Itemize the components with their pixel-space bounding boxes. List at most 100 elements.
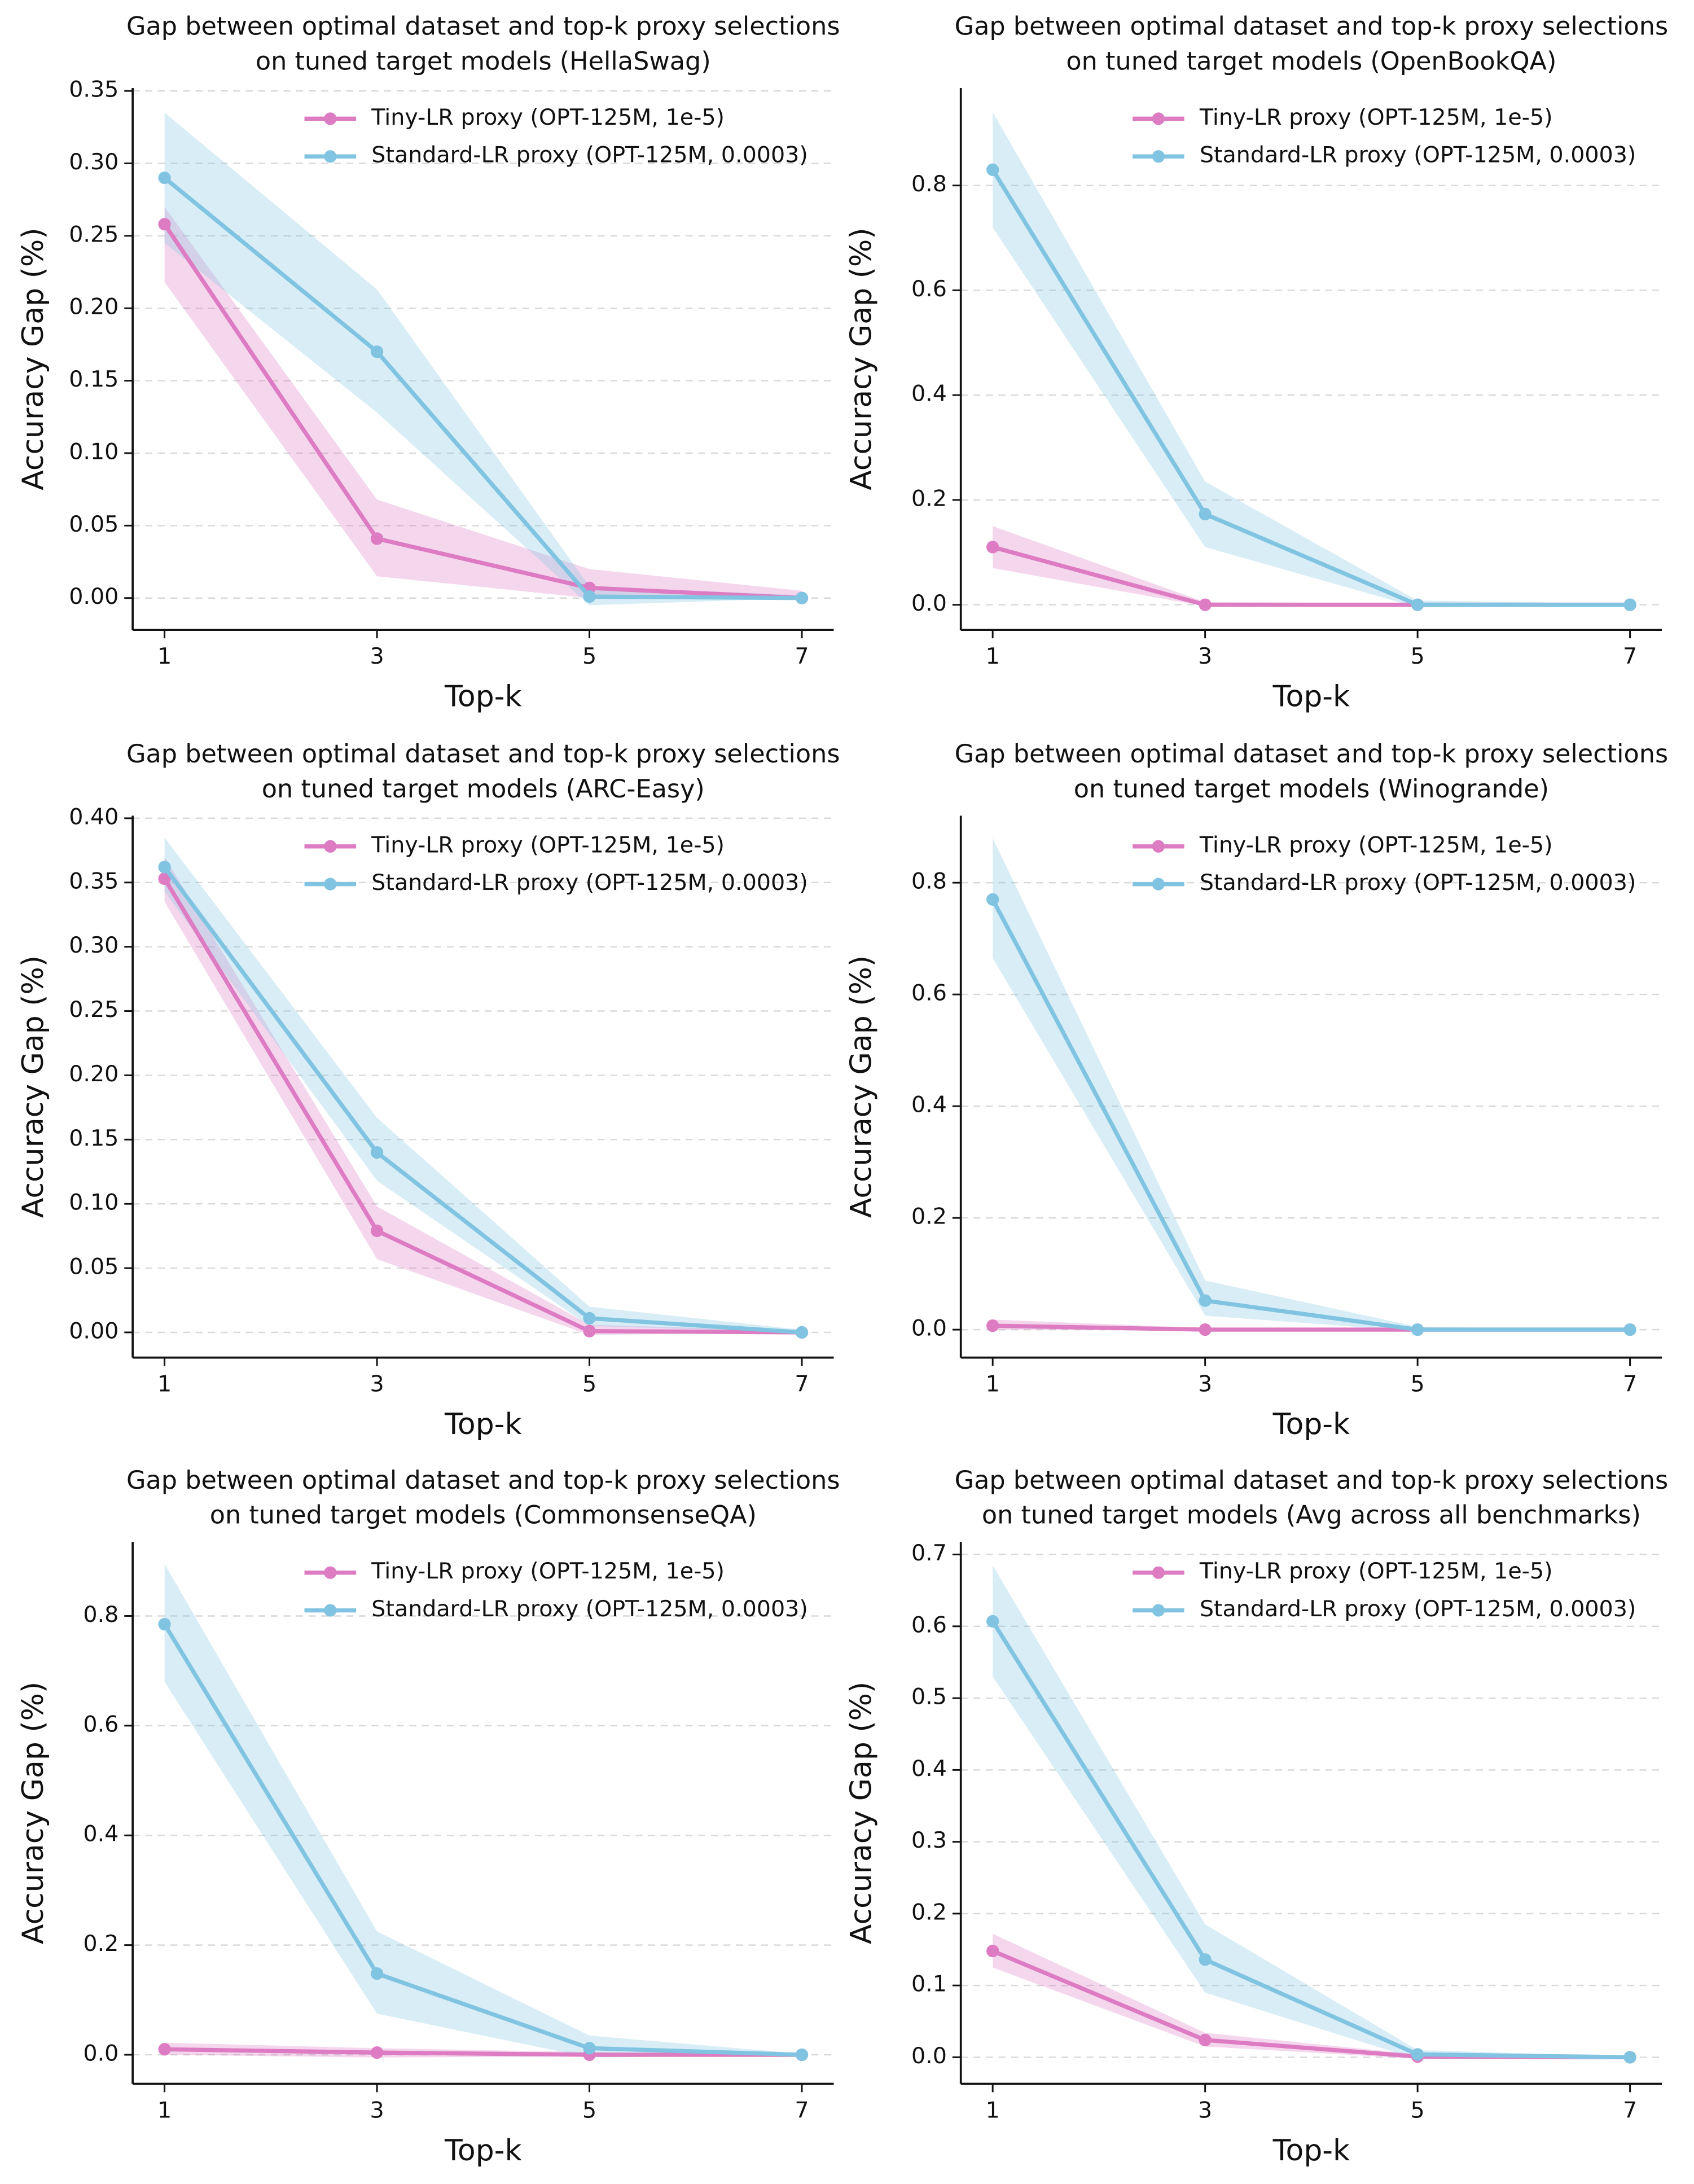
- y-tick-label: 0.35: [69, 868, 119, 894]
- legend-label: Tiny-LR proxy (OPT-125M, 1e-5): [1199, 832, 1553, 858]
- y-tick-label: 0.25: [69, 997, 119, 1023]
- x-tick-label: 7: [1623, 1371, 1637, 1397]
- y-tick-label: 0.1: [911, 1971, 947, 1997]
- legend-label: Standard-LR proxy (OPT-125M, 0.0003): [1200, 142, 1636, 168]
- x-axis-label: Top-k: [1272, 679, 1350, 713]
- legend-marker: [1152, 1604, 1165, 1617]
- x-tick-label: 7: [1623, 2098, 1637, 2124]
- legend-marker: [324, 840, 337, 853]
- error-band: [993, 837, 1630, 1332]
- x-tick-label: 3: [1198, 1371, 1212, 1397]
- legend-marker: [324, 112, 337, 125]
- legend-label: Standard-LR proxy (OPT-125M, 0.0003): [1200, 1596, 1636, 1622]
- legend-label: Tiny-LR proxy (OPT-125M, 1e-5): [371, 104, 725, 130]
- x-tick-label: 5: [582, 643, 596, 669]
- error-band: [164, 207, 802, 598]
- y-axis-label: Accuracy Gap (%): [844, 955, 878, 1218]
- chart-title: on tuned target models (ARC-Easy): [262, 774, 705, 804]
- y-tick-label: 0.4: [83, 1821, 119, 1847]
- point: [1411, 598, 1424, 611]
- legend-marker: [324, 1566, 337, 1579]
- legend-label: Standard-LR proxy (OPT-125M, 0.0003): [371, 1596, 807, 1622]
- y-tick-label: 0.8: [911, 869, 947, 894]
- point: [1411, 2048, 1424, 2061]
- error-band: [993, 1565, 1630, 2060]
- y-tick-label: 0.4: [911, 381, 947, 407]
- y-tick-label: 0.0: [911, 2043, 947, 2069]
- error-band: [993, 112, 1630, 608]
- point: [986, 893, 999, 906]
- series-line: [163, 1623, 802, 2057]
- point: [158, 171, 171, 185]
- chart-title: on tuned target models (Avg across all b…: [982, 1501, 1641, 1530]
- point: [795, 1326, 809, 1339]
- point: [583, 2042, 596, 2055]
- x-tick-label: 5: [1411, 2098, 1425, 2124]
- y-tick-label: 0.8: [911, 171, 947, 197]
- y-tick-label: 0.2: [911, 1204, 947, 1230]
- legend-marker: [1152, 1566, 1165, 1579]
- y-tick-label: 0.0: [911, 590, 947, 616]
- point: [986, 1615, 999, 1628]
- chart-title: on tuned target models (CommonsenseQA): [210, 1501, 757, 1530]
- x-tick-label: 5: [582, 1371, 596, 1397]
- series-line: [991, 168, 1630, 607]
- point: [986, 163, 999, 176]
- y-axis-label: Accuracy Gap (%): [844, 1682, 878, 1944]
- x-tick-label: 3: [370, 2098, 384, 2124]
- x-tick-label: 7: [1623, 643, 1637, 669]
- legend-label: Tiny-LR proxy (OPT-125M, 1e-5): [371, 832, 725, 858]
- x-tick-label: 1: [157, 643, 172, 669]
- x-tick-label: 3: [1198, 643, 1212, 669]
- error-band: [164, 837, 802, 1332]
- x-tick-label: 5: [1411, 643, 1425, 669]
- y-tick-label: 0.15: [69, 1125, 119, 1151]
- y-tick-label: 0.20: [69, 294, 119, 320]
- legend-label: Standard-LR proxy (OPT-125M, 0.0003): [371, 142, 807, 168]
- legend-marker: [324, 878, 337, 891]
- point: [1199, 1323, 1212, 1336]
- y-tick-label: 0.00: [69, 1318, 119, 1344]
- point: [158, 2043, 171, 2056]
- y-tick-label: 0.35: [69, 77, 119, 103]
- legend-marker: [1152, 150, 1165, 163]
- point: [158, 872, 171, 885]
- point: [1199, 598, 1212, 611]
- y-tick-label: 0.3: [911, 1827, 947, 1853]
- error-band: [164, 857, 802, 1335]
- y-tick-label: 0.6: [911, 1612, 947, 1638]
- error-band: [993, 526, 1630, 607]
- series-line: [163, 878, 802, 1335]
- point: [583, 1312, 596, 1325]
- x-tick-label: 1: [157, 2098, 172, 2124]
- y-tick-label: 0.15: [69, 366, 119, 392]
- y-tick-label: 0.05: [69, 511, 119, 537]
- x-tick-label: 3: [1198, 2098, 1212, 2124]
- chart-title: on tuned target models (HellaSwag): [256, 46, 711, 76]
- y-tick-label: 0.30: [69, 932, 119, 958]
- series-line: [163, 223, 802, 600]
- point: [986, 1944, 999, 1958]
- point: [370, 1967, 384, 1980]
- point: [1199, 1953, 1212, 1966]
- point: [370, 532, 384, 545]
- x-tick-label: 1: [986, 2098, 1000, 2124]
- y-tick-label: 0.0: [83, 2041, 119, 2067]
- y-tick-label: 0.6: [911, 276, 947, 302]
- series-line: [164, 2047, 802, 2057]
- chart-title: Gap between optimal dataset and top-k pr…: [955, 1466, 1669, 1495]
- point: [370, 2046, 384, 2059]
- point: [795, 591, 809, 604]
- y-tick-label: 0.20: [69, 1061, 119, 1087]
- x-tick-label: 1: [157, 1371, 172, 1397]
- x-axis-label: Top-k: [444, 679, 522, 713]
- x-tick-label: 1: [986, 643, 1000, 669]
- y-tick-label: 0.2: [83, 1931, 119, 1957]
- y-tick-label: 0.0: [911, 1315, 947, 1341]
- y-tick-label: 0.30: [69, 149, 119, 175]
- x-axis-label: Top-k: [444, 2134, 522, 2168]
- x-tick-label: 5: [1411, 1371, 1425, 1397]
- chart-title: on tuned target models (OpenBookQA): [1066, 46, 1556, 76]
